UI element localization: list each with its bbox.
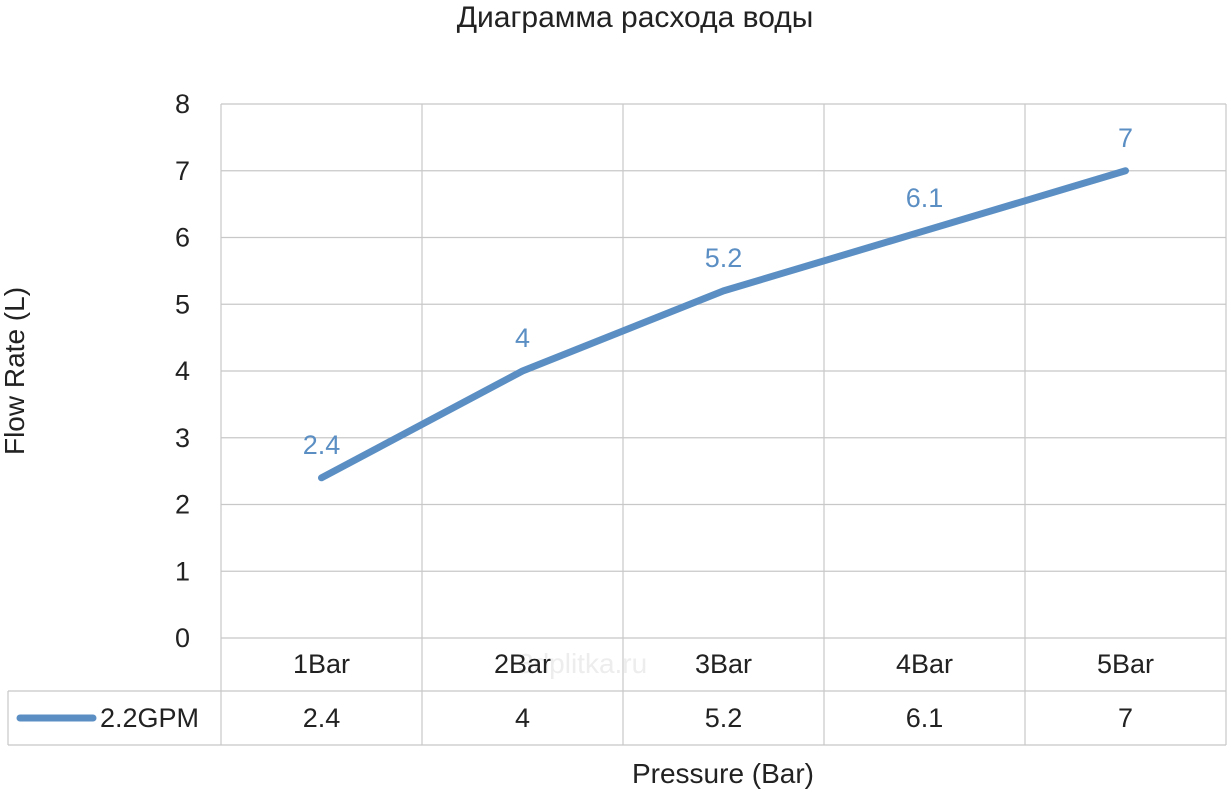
x-category-label: 2Bar	[494, 649, 551, 679]
y-tick-label: 3	[175, 423, 190, 453]
data-label: 7	[1118, 123, 1133, 153]
y-tick-label: 7	[175, 156, 190, 186]
table-value: 5.2	[705, 703, 743, 733]
chart-title: Диаграмма расхода воды	[456, 1, 814, 34]
x-category-label: 1Bar	[293, 649, 350, 679]
table-value: 6.1	[906, 703, 944, 733]
legend-series-name: 2.2GPM	[100, 703, 199, 733]
watermark: 3dplitka.ru	[518, 648, 648, 679]
data-label: 5.2	[705, 243, 743, 273]
data-label: 6.1	[906, 183, 944, 213]
y-tick-label: 6	[175, 223, 190, 253]
y-tick-label: 1	[175, 556, 190, 586]
x-category-label: 5Bar	[1097, 649, 1154, 679]
x-category-label: 4Bar	[896, 649, 953, 679]
y-tick-label: 4	[175, 356, 190, 386]
data-label: 2.4	[303, 430, 341, 460]
table-value: 4	[515, 703, 530, 733]
table-value: 7	[1118, 703, 1133, 733]
x-axis-label: Pressure (Bar)	[631, 758, 815, 789]
data-label: 4	[515, 323, 530, 353]
y-tick-label: 5	[175, 289, 190, 319]
table-value: 2.4	[303, 703, 341, 733]
y-tick-label: 8	[175, 89, 190, 119]
series-line	[318, 167, 1129, 482]
x-category-label: 3Bar	[695, 649, 752, 679]
y-tick-label: 0	[175, 623, 190, 653]
y-tick-label: 2	[175, 490, 190, 520]
